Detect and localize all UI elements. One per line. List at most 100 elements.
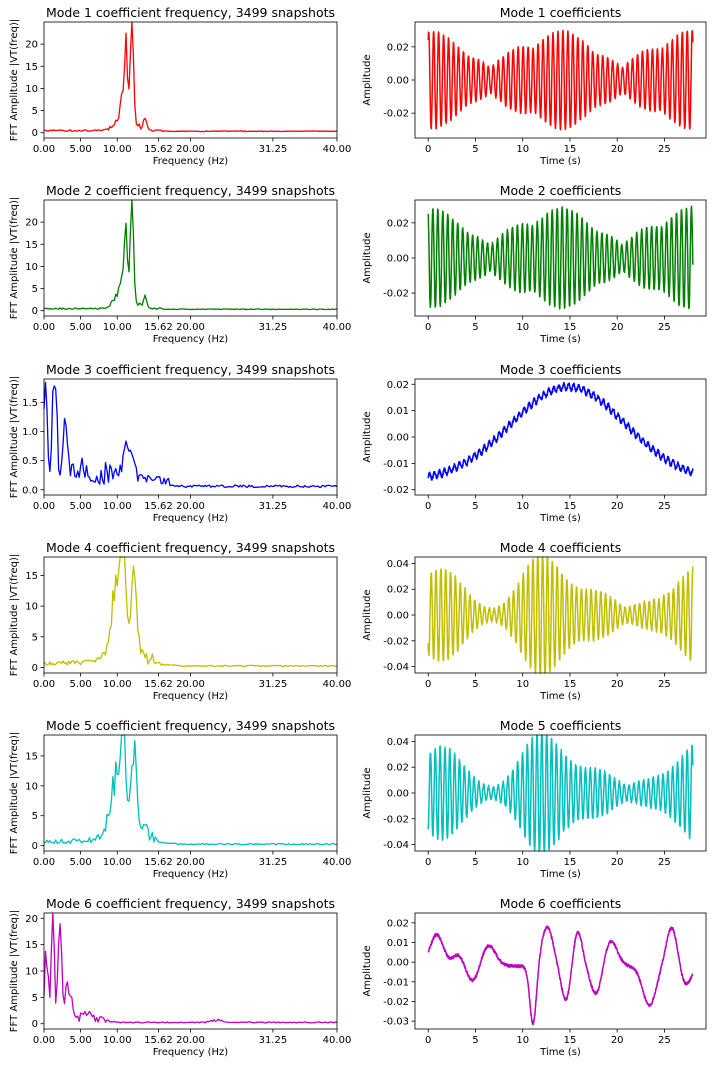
x-tick-label: 5.00 [69, 679, 91, 690]
y-tick-label: 0.00 [387, 958, 409, 969]
chart-title: Mode 1 coefficients [500, 5, 622, 20]
y-tick-label: 0.00 [387, 76, 409, 87]
subplot-time-mode-3: Mode 3 coefficients 0 5 10 15 20 25 0.02 0.01 0.0… [362, 362, 707, 524]
y-tick-label: 1.0 [22, 427, 38, 438]
x-tick-label: 25 [658, 501, 671, 512]
x-tick-label: 20.00 [176, 857, 205, 868]
y-tick-label: 10 [25, 602, 38, 613]
x-tick-label: 5 [472, 322, 478, 333]
x-axis-label: Frequency (Hz) [153, 334, 229, 345]
x-axis-label: Time (s) [539, 1047, 581, 1058]
y-tick-label: -0.02 [383, 636, 409, 647]
chart-title: Mode 5 coefficients [500, 718, 622, 733]
y-tick-label: 5 [32, 632, 38, 643]
axes-frame [43, 378, 338, 496]
y-axis-label: FFT Amplitude |VT(freq)| [9, 732, 20, 854]
x-tick-label: 40.00 [323, 679, 352, 690]
y-axis-label: FFT Amplitude |VT(freq)| [9, 19, 20, 141]
series-line [43, 21, 338, 133]
y-tick-label: 10 [25, 84, 38, 95]
y-tick-label: 0.02 [387, 218, 409, 229]
x-tick-label: 0.00 [33, 144, 55, 155]
y-axis-label: FFT Amplitude |VT(freq)| [9, 197, 20, 319]
y-axis-label: Amplitude [362, 589, 373, 640]
x-tick-label: 15 [564, 1035, 577, 1046]
y-axis-label: Amplitude [362, 945, 373, 996]
y-tick-label: 0.00 [387, 611, 409, 622]
x-tick-label: 20.00 [176, 679, 205, 690]
x-tick-label: 5 [472, 857, 478, 868]
y-tick-label: 0.04 [387, 737, 409, 748]
y-tick-label: 10 [25, 262, 38, 273]
y-tick-label: 20 [25, 218, 38, 229]
y-axis-label: Amplitude [362, 54, 373, 105]
x-tick-label: 10.00 [103, 144, 132, 155]
y-tick-label: 0.01 [387, 938, 409, 949]
y-tick-label: 0.02 [387, 585, 409, 596]
x-tick-label: 25 [658, 322, 671, 333]
axes-frame [414, 378, 707, 496]
x-tick-label: 15.62 [144, 1035, 173, 1046]
y-tick-label: -0.02 [383, 289, 409, 300]
y-tick-label: 15 [25, 240, 38, 251]
x-tick-label: 15.62 [144, 501, 173, 512]
x-tick-label: 0 [425, 679, 431, 690]
subplot-time-mode-4: Mode 4 coefficients 0 5 10 15 20 25 0.04 0.02 0.0… [362, 540, 707, 702]
subplot-time-mode-2: Mode 2 coefficients 0 5 10 15 20 25 0.02 0.00 -0.… [362, 183, 707, 345]
y-tick-label: 5 [32, 106, 38, 117]
chart-title: Mode 2 coefficient frequency, 3499 snaps… [46, 183, 335, 198]
x-tick-label: 10.00 [103, 501, 132, 512]
y-tick-label: 15 [25, 940, 38, 951]
x-tick-label: 5.00 [69, 857, 91, 868]
y-tick-label: 0 [32, 841, 38, 852]
x-tick-label: 15 [564, 144, 577, 155]
y-tick-label: -0.03 [383, 1017, 409, 1028]
series-line [427, 734, 694, 852]
x-axis-label: Frequency (Hz) [153, 691, 229, 702]
series-line [43, 556, 338, 668]
y-tick-label: 5 [32, 284, 38, 295]
x-tick-label: 5.00 [69, 144, 91, 155]
y-tick-label: -0.01 [383, 459, 409, 470]
y-tick-label: 0 [32, 128, 38, 139]
x-tick-label: 0 [425, 857, 431, 868]
x-tick-label: 10.00 [103, 322, 132, 333]
chart-title: Mode 3 coefficients [500, 362, 622, 377]
y-tick-label: 1.5 [22, 398, 38, 409]
x-tick-label: 20.00 [176, 501, 205, 512]
axes-frame [43, 734, 338, 852]
x-tick-label: 20 [611, 857, 624, 868]
x-tick-label: 15.62 [144, 322, 173, 333]
y-tick-label: 0.04 [387, 559, 409, 570]
y-tick-label: -0.04 [383, 662, 409, 673]
x-tick-label: 0.00 [33, 322, 55, 333]
y-tick-label: 5 [32, 811, 38, 822]
x-axis-label: Time (s) [539, 334, 581, 345]
series-line [43, 199, 338, 311]
y-tick-label: 5 [32, 993, 38, 1004]
x-tick-label: 10 [516, 857, 529, 868]
x-tick-label: 20.00 [176, 144, 205, 155]
x-tick-label: 0.00 [33, 1035, 55, 1046]
series-line [427, 925, 694, 1026]
y-tick-label: 20 [25, 914, 38, 925]
series-line [43, 912, 338, 1024]
x-tick-label: 10.00 [103, 857, 132, 868]
subplot-fft-mode-6: Mode 6 coefficient frequency, 3499 snaps… [9, 896, 351, 1058]
subplot-fft-mode-4: Mode 4 coefficient frequency, 3499 snaps… [9, 540, 351, 702]
subplot-fft-mode-1: Mode 1 coefficient frequency, 3499 snaps… [9, 5, 351, 167]
x-tick-label: 40.00 [323, 501, 352, 512]
x-tick-label: 31.25 [259, 322, 288, 333]
y-tick-label: 10 [25, 781, 38, 792]
y-tick-label: 0.00 [387, 789, 409, 800]
x-axis-label: Time (s) [539, 869, 581, 880]
x-tick-label: 0 [425, 1035, 431, 1046]
x-tick-label: 15 [564, 857, 577, 868]
x-tick-label: 20.00 [176, 1035, 205, 1046]
x-tick-label: 10 [516, 501, 529, 512]
x-tick-label: 31.25 [259, 501, 288, 512]
y-axis-label: FFT Amplitude |VT(freq)| [9, 910, 20, 1032]
x-axis-label: Time (s) [539, 691, 581, 702]
x-tick-label: 31.25 [259, 1035, 288, 1046]
